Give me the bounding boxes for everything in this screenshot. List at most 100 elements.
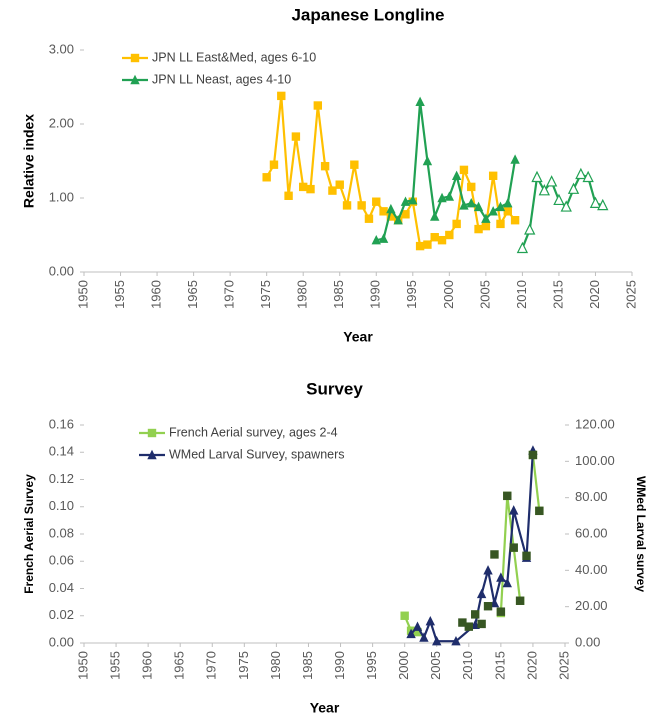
data-point [400,196,411,206]
data-point [582,170,594,183]
data-point [408,195,418,205]
data-point [423,240,432,249]
data-point [444,191,455,201]
legend-marker [130,74,140,85]
x-tick-label: 1985 [300,651,315,680]
x-tick-label: 1965 [185,280,200,309]
chart: Survey 0.00 0.02 0.04 0.06 0.08 0.10 0.12 0.14 0.… [22,379,648,715]
data-point [445,230,454,240]
data-point [488,206,498,216]
y-tick-label: 0.10 [49,498,74,513]
y-axis-title: Relative index [21,114,37,208]
x-tick-label: 2015 [550,280,565,309]
legend-label: French Aerial survey, ages 2-4 [169,425,338,439]
legend-label: WMed Larval Survey, spawners [169,447,345,461]
x-tick-label: 2025 [623,280,638,309]
data-point [509,543,518,552]
data-point [490,550,499,559]
chart-title: Japanese Longline [291,5,444,24]
data-point [451,635,461,646]
x-tick-label: 2000 [396,651,411,680]
x-tick-label: 2025 [556,651,571,680]
x-tick-label: 2005 [477,280,492,309]
y-tick-label: 2.00 [49,115,74,130]
data-point [553,193,565,206]
x-tick-label: 1995 [364,651,379,680]
data-point [262,173,271,182]
data-point [516,241,529,254]
data-point [515,596,525,605]
legend-marker [147,428,157,438]
y-tick-label: 0.04 [49,580,74,595]
x-tick-label: 2020 [524,651,539,680]
data-point [430,233,439,242]
data-point [313,101,323,110]
legend-label: JPN LL East&Med, ages 6-10 [152,50,316,64]
y-tick-label: 1.00 [49,189,74,204]
data-point [452,219,461,229]
y2-tick-label: 100.00 [575,453,615,468]
x-tick-label: 2000 [441,280,456,309]
data-point [386,203,396,214]
data-point [510,216,520,225]
data-point [474,224,483,234]
data-point [567,182,580,194]
y2-tick-label: 20.00 [575,598,608,613]
data-point [481,221,491,231]
y2-tick-label: 60.00 [575,525,608,540]
x-tick-label: 2010 [460,651,475,680]
y-tick-label: 0.08 [49,525,74,540]
data-point [473,201,484,212]
data-point [400,611,409,620]
x-tick-label: 1995 [404,280,419,309]
data-point [277,91,286,101]
data-point [415,241,425,251]
data-point [269,160,279,169]
data-point [299,182,308,192]
data-point [412,621,423,631]
y-axis-title: French Aerial Survey [22,474,36,594]
data-point [528,450,538,460]
data-point [481,213,491,223]
y-tick-label: 3.00 [49,41,74,56]
x-tick-label: 1975 [258,280,273,309]
legend-label: JPN LL Neast, ages 4-10 [152,72,291,86]
y-tick-label: 0.00 [49,634,74,649]
x-tick-label: 1950 [75,651,90,680]
y-tick-label: 0.00 [49,263,74,278]
data-point [401,210,410,219]
series-line [403,454,541,634]
x-tick-label: 1960 [140,651,155,680]
y-tick-label: 0.14 [49,444,74,459]
x-tick-label: 2020 [587,280,602,309]
data-point [483,602,493,611]
y-tick-label: 0.02 [49,607,74,622]
data-point [545,175,558,187]
data-point [342,201,352,210]
data-point [467,182,476,192]
data-point [291,132,301,141]
x-tick-label: 1990 [332,651,347,680]
data-point [372,197,381,206]
y2-tick-label: 40.00 [575,562,608,577]
data-point [413,627,422,637]
x-tick-label: 1960 [149,280,164,309]
data-point [459,165,469,175]
data-point [350,160,359,169]
data-point [597,198,609,211]
data-point [538,184,550,196]
y-tick-label: 0.06 [49,553,74,568]
x-tick-label: 1955 [112,280,127,309]
y2-tick-label: 80.00 [575,489,608,504]
data-point [495,201,506,212]
data-point [496,219,505,229]
data-point [531,170,543,183]
data-point [422,155,433,166]
data-point [425,616,436,626]
data-point [386,212,396,221]
data-point [524,223,536,235]
data-point [522,551,531,560]
legend-marker [130,53,140,63]
x-tick-label: 1980 [268,651,283,680]
